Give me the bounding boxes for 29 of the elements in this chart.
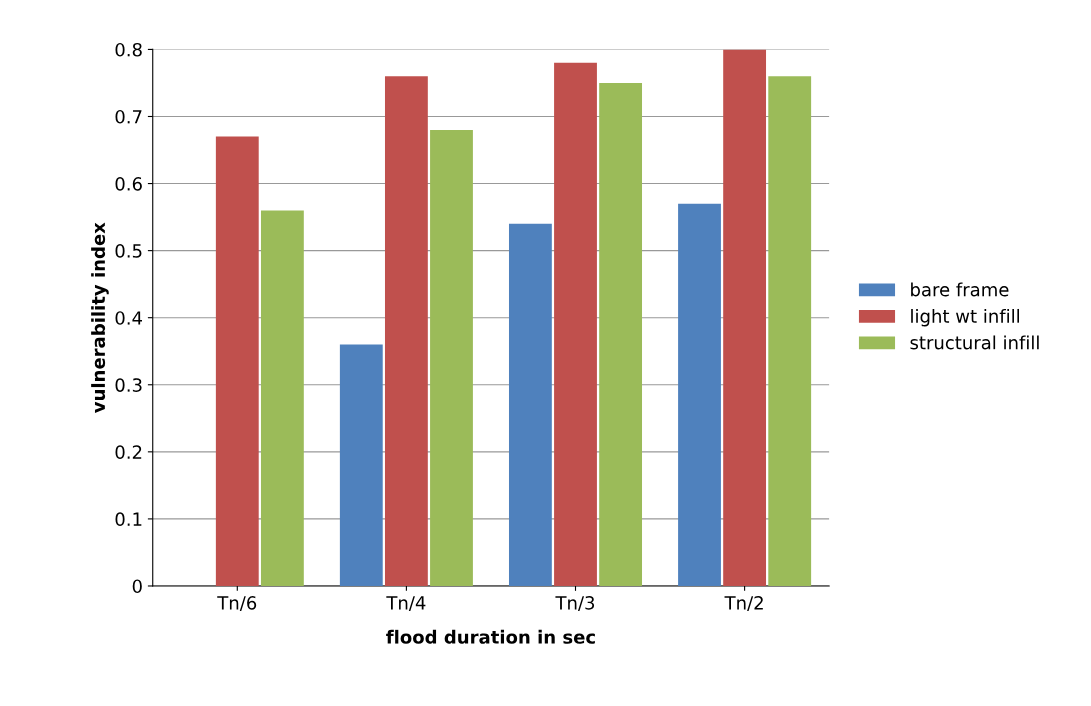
y-tick-label: 0.5	[115, 244, 142, 258]
legend-label: light wt infill	[911, 308, 1020, 327]
x-axis-title: flood duration in sec	[386, 629, 595, 644]
bar	[768, 76, 812, 586]
legend-label: structural infill	[910, 335, 1039, 350]
bar	[215, 136, 259, 586]
x-tick-label: Tn/6	[217, 596, 257, 612]
y-tick-label: 0.6	[115, 177, 142, 191]
y-axis-title: vulnerability index	[91, 222, 109, 413]
y-tick-label: 0.2	[115, 445, 142, 459]
x-tick-label: Tn/4	[386, 596, 426, 612]
bar	[599, 82, 643, 586]
bar	[260, 210, 304, 586]
bar	[384, 76, 428, 586]
y-tick-label: 0.8	[115, 42, 142, 57]
y-tick-label: 0.1	[115, 512, 142, 527]
bar	[430, 129, 473, 586]
y-tick-label: 0	[132, 579, 142, 594]
bar	[723, 49, 767, 586]
x-tick-label: Tn/3	[555, 596, 595, 612]
y-tick-label: 0.4	[115, 311, 143, 325]
x-tick-label: Tn/2	[724, 596, 763, 612]
bar	[339, 344, 383, 586]
bar	[678, 203, 721, 586]
y-tick-label: 0.3	[115, 378, 142, 392]
y-tick-label: 0.7	[115, 109, 142, 124]
legend-label: bare frame	[911, 282, 1009, 297]
bar	[554, 62, 597, 586]
bar	[508, 223, 552, 586]
